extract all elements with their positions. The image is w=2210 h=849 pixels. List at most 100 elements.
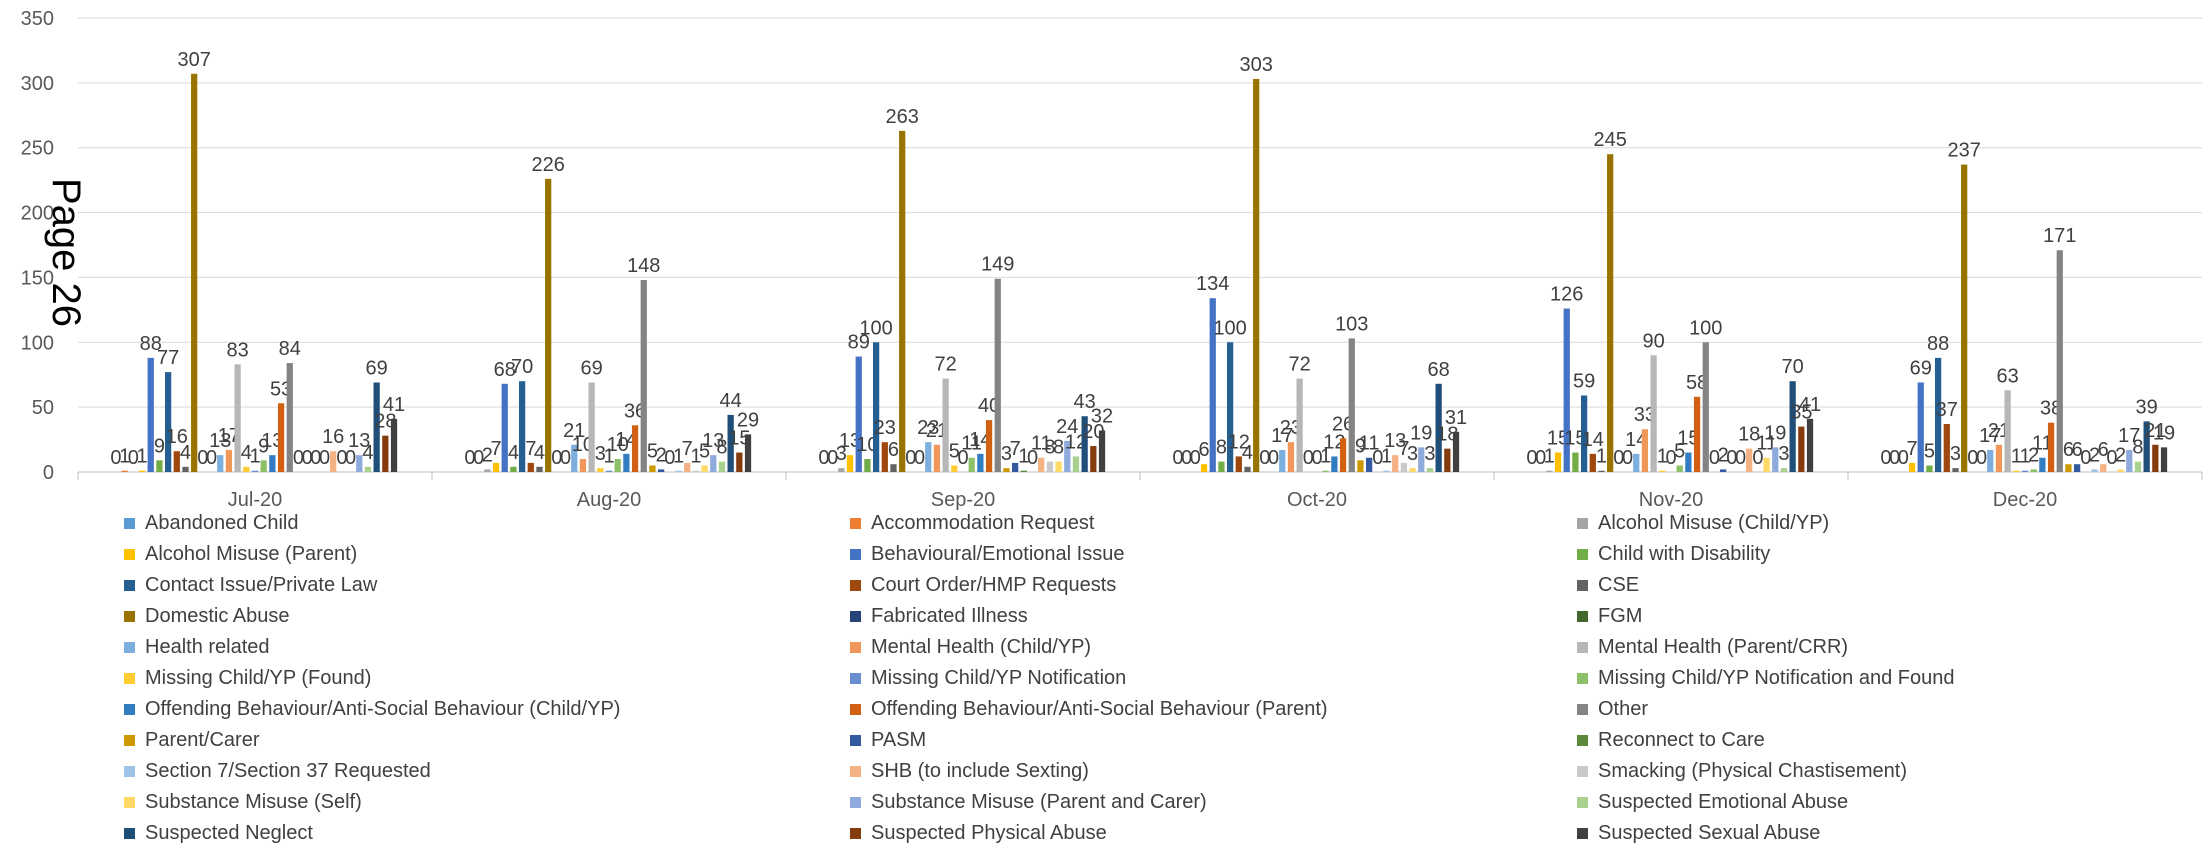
x-tick-label: Aug-20 bbox=[577, 489, 642, 510]
legend-label: Abandoned Child bbox=[145, 512, 299, 534]
legend-swatch bbox=[850, 580, 861, 591]
legend-label: Suspected Physical Abuse bbox=[871, 822, 1107, 844]
bar bbox=[1659, 470, 1666, 472]
bar bbox=[234, 364, 241, 472]
bar bbox=[121, 470, 128, 472]
bar bbox=[727, 414, 734, 472]
bar bbox=[330, 451, 337, 472]
bar bbox=[1589, 453, 1596, 472]
bar bbox=[286, 363, 293, 472]
y-tick-label: 350 bbox=[21, 8, 54, 30]
data-label: 3 bbox=[595, 443, 606, 465]
bar bbox=[277, 403, 285, 472]
legend-label: Suspected Emotional Abuse bbox=[1598, 791, 1849, 813]
legend-swatch bbox=[850, 673, 861, 684]
data-label: 13 bbox=[209, 430, 231, 452]
bar bbox=[881, 442, 888, 472]
bar bbox=[2160, 447, 2168, 472]
data-label: 69 bbox=[366, 357, 388, 379]
data-label: 1 bbox=[1544, 446, 1555, 468]
bar bbox=[1780, 468, 1788, 472]
data-label: 29 bbox=[737, 409, 759, 431]
data-label: 134 bbox=[1196, 273, 1229, 295]
data-label: 17 bbox=[2118, 425, 2140, 447]
data-label: 0 bbox=[1303, 447, 1314, 469]
bar bbox=[855, 356, 862, 472]
page-label: Page 26 bbox=[44, 178, 88, 328]
bar bbox=[1607, 154, 1614, 472]
legend-item: Abandoned Child bbox=[124, 508, 850, 539]
data-label: 0 bbox=[336, 447, 347, 469]
legend-label: Reconnect to Care bbox=[1598, 729, 1765, 751]
data-label: 13 bbox=[1384, 430, 1406, 452]
bar bbox=[736, 452, 743, 472]
bar bbox=[501, 383, 508, 472]
bar bbox=[623, 453, 630, 472]
data-label: 10 bbox=[607, 434, 629, 456]
data-label: 307 bbox=[177, 49, 210, 71]
legend-label: Suspected Sexual Abuse bbox=[1598, 822, 1821, 844]
bar bbox=[1917, 382, 1924, 472]
legend-swatch bbox=[124, 735, 135, 746]
legend-swatch bbox=[1577, 766, 1588, 777]
bar bbox=[1090, 446, 1097, 472]
legend-label: Smacking (Physical Chastisement) bbox=[1598, 760, 1907, 782]
bar bbox=[2056, 250, 2063, 472]
data-label: 19 bbox=[1410, 422, 1432, 444]
data-label: 7 bbox=[682, 438, 693, 460]
bar bbox=[527, 462, 534, 472]
data-label: 0 bbox=[310, 447, 321, 469]
bar bbox=[968, 457, 975, 472]
bar bbox=[744, 434, 752, 472]
data-label: 44 bbox=[720, 390, 742, 412]
legend-swatch bbox=[124, 797, 135, 808]
data-label: 4 bbox=[180, 442, 191, 464]
x-tick-label: Dec-20 bbox=[1993, 489, 2057, 510]
data-label: 19 bbox=[1764, 422, 1786, 444]
legend-swatch bbox=[1577, 797, 1588, 808]
bar bbox=[2021, 470, 2029, 472]
legend-item: Alcohol Misuse (Child/YP) bbox=[1577, 508, 2204, 539]
data-label: 35 bbox=[1790, 402, 1812, 424]
legend-label: Section 7/Section 37 Requested bbox=[145, 760, 431, 782]
bar bbox=[701, 465, 708, 472]
y-tick-label: 50 bbox=[32, 397, 54, 419]
chart-legend: Abandoned Child Accommodation Request Alco… bbox=[124, 508, 2204, 849]
bar bbox=[692, 470, 700, 472]
bar bbox=[977, 453, 984, 472]
legend-item: Substance Misuse (Parent and Carer) bbox=[850, 787, 1577, 818]
data-label: 8 bbox=[1044, 437, 1055, 459]
bar bbox=[138, 470, 146, 472]
bar bbox=[1676, 465, 1683, 472]
bar bbox=[1685, 452, 1692, 472]
bar bbox=[1392, 455, 1399, 472]
bar bbox=[1598, 470, 1605, 472]
x-tick-label: Jul-20 bbox=[228, 489, 282, 510]
bar bbox=[579, 459, 587, 472]
data-label: 11 bbox=[1031, 433, 1052, 455]
bar bbox=[1908, 462, 1916, 472]
data-label: 69 bbox=[1910, 357, 1932, 379]
legend-item: Parent/Carer bbox=[124, 725, 850, 756]
data-label: 171 bbox=[2043, 225, 2076, 247]
bar bbox=[1357, 460, 1364, 472]
legend-item: Missing Child/YP (Found) bbox=[124, 663, 850, 694]
data-label: 88 bbox=[140, 333, 162, 355]
data-label: 0 bbox=[1898, 447, 1909, 469]
bar bbox=[2013, 470, 2020, 472]
legend-swatch bbox=[1577, 642, 1588, 653]
data-label: 11 bbox=[961, 433, 982, 455]
data-label: 0 bbox=[1735, 447, 1746, 469]
bar bbox=[838, 468, 845, 472]
legend-label: Contact Issue/Private Law bbox=[145, 574, 378, 596]
data-label: 6 bbox=[888, 439, 899, 461]
data-label: 0 bbox=[345, 447, 356, 469]
bar bbox=[390, 418, 398, 472]
data-label: 11 bbox=[1359, 433, 1380, 455]
bar bbox=[1012, 462, 1019, 472]
legend-swatch bbox=[124, 828, 135, 839]
data-label: 3 bbox=[1778, 443, 1789, 465]
legend-item: Other bbox=[1577, 694, 2204, 725]
data-label: 0 bbox=[1535, 447, 1546, 469]
data-label: 59 bbox=[1573, 370, 1595, 392]
